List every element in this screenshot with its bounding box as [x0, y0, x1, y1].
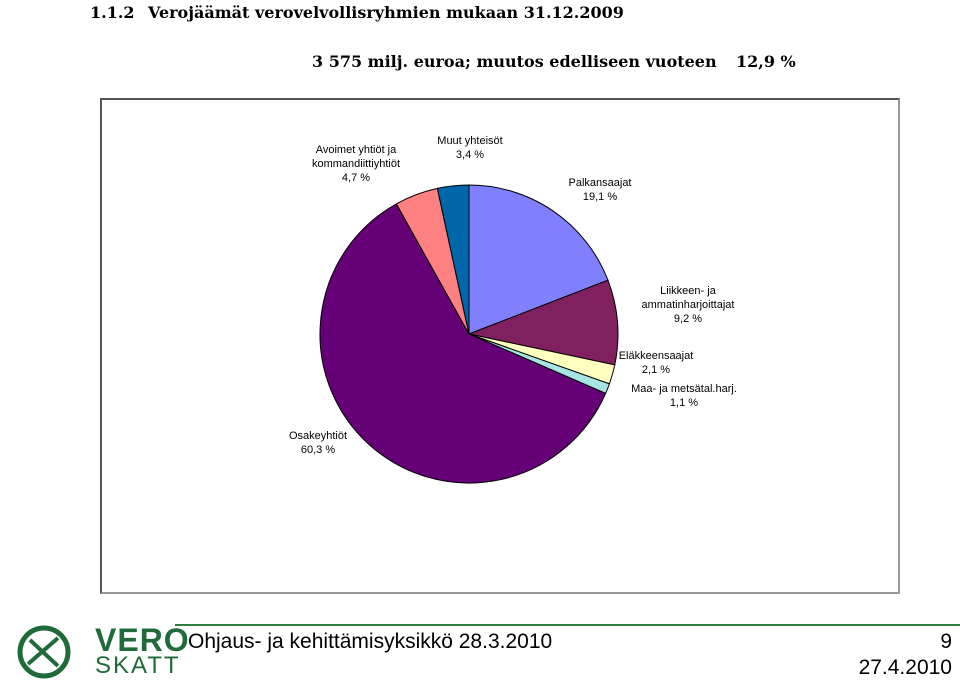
logo-emblem — [17, 625, 71, 679]
footer-date: 27.4.2010 — [858, 656, 952, 679]
change: 12,9 % — [736, 52, 796, 71]
pie-chart — [319, 184, 619, 484]
slice-label: Muut yhteisöt 3,4 % — [420, 134, 520, 162]
value-label: 19,1 % — [582, 191, 618, 203]
page-number: 9 — [940, 630, 952, 653]
summary: 3 575 milj. euroa; muutos edelliseen vuo… — [312, 52, 717, 71]
slice-label: Osakeyhtiöt 60,3 % — [268, 429, 368, 457]
category-label: Muut yhteisöt — [437, 135, 503, 147]
pie-slice — [467, 279, 619, 366]
value-label: 9,2 % — [673, 313, 703, 325]
pie-slice — [319, 203, 607, 484]
value-label: 2,1 % — [641, 364, 671, 376]
slice-label: Avoimet yhtiöt ja kommandiittiyhtiöt 4,7 … — [301, 143, 411, 185]
slice-label: Palkansaajat 19,1 % — [550, 176, 650, 204]
logo-top: VERO — [95, 622, 190, 658]
slice-label: Maa- ja metsätal.harj. 1,1 % — [614, 382, 754, 410]
chart-frame — [100, 98, 900, 594]
category-label: Avoimet yhtiöt ja kommandiittiyhtiöt — [311, 144, 401, 170]
section-number: 1.1.2 — [90, 3, 135, 22]
category-label: Eläkkeensaajat — [618, 350, 694, 362]
category-label: Palkansaajat — [568, 177, 632, 189]
value-label: 1,1 % — [669, 397, 699, 409]
logo-bottom: SKATT — [95, 652, 181, 679]
value-label: 4,7 % — [341, 172, 371, 184]
slide-title: Verojäämät verovelvollisryhmien mukaan 3… — [148, 3, 624, 22]
logo-cross — [26, 636, 60, 668]
category-label: Liikkeen- ja ammatinharjoittajat — [641, 285, 735, 311]
slice-label: Eläkkeensaajat 2,1 % — [606, 349, 706, 377]
value-label: 3,4 % — [455, 149, 485, 161]
slice-label: Liikkeen- ja ammatinharjoittajat 9,2 % — [623, 284, 753, 326]
footer-unit: Ohjaus- ja kehittämisyksikkö 28.3.2010 — [188, 630, 553, 653]
pie-slice — [436, 184, 470, 335]
category-label: Osakeyhtiöt — [288, 430, 348, 442]
footer-graphics — [17, 624, 960, 679]
category-label: Maa- ja metsätal.harj. — [631, 383, 737, 395]
pie-slice — [468, 184, 609, 335]
value-label: 60,3 % — [300, 444, 336, 456]
